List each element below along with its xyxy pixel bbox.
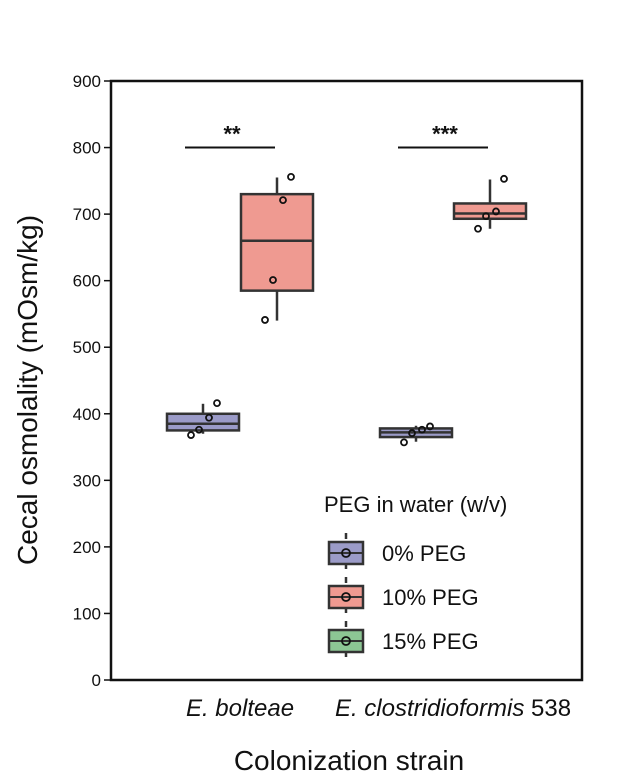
data-point bbox=[261, 316, 269, 324]
data-point bbox=[195, 425, 203, 434]
data-point bbox=[408, 429, 416, 437]
y-tick-label: 800 bbox=[73, 139, 101, 158]
boxes bbox=[165, 177, 528, 442]
legend-title: PEG in water (w/v) bbox=[324, 492, 507, 517]
data-point bbox=[269, 276, 277, 284]
box-0-peg-1 bbox=[165, 403, 241, 434]
legend-key-point bbox=[341, 548, 351, 558]
legend-entry: 15% PEG bbox=[327, 621, 479, 661]
y-tick-label: 900 bbox=[73, 72, 101, 91]
significance-label: ** bbox=[223, 122, 241, 147]
y-axis-ticks: 0 100 200 300 400 500 600 700 800 900 bbox=[73, 72, 111, 690]
box-body bbox=[239, 192, 315, 292]
data-point bbox=[500, 174, 508, 183]
data-point bbox=[400, 438, 408, 447]
box-0-peg-2 bbox=[378, 425, 454, 442]
legend: PEG in water (w/v) 0% PEG 10% PEG 15% PEG bbox=[324, 492, 507, 661]
plot-frame bbox=[109, 79, 584, 682]
y-tick-label: 100 bbox=[73, 604, 101, 623]
x-axis-title: Colonization strain bbox=[234, 745, 464, 776]
legend-label: 0% PEG bbox=[382, 541, 466, 566]
data-point bbox=[426, 422, 434, 431]
data-point bbox=[205, 413, 213, 422]
data-point bbox=[213, 399, 221, 408]
x-category-label: E. bolteae bbox=[186, 695, 294, 722]
y-tick-label: 300 bbox=[73, 471, 101, 490]
legend-entry: 0% PEG bbox=[327, 533, 466, 573]
data-point bbox=[474, 224, 482, 233]
y-tick-label: 200 bbox=[73, 538, 101, 557]
y-tick-label: 600 bbox=[73, 272, 101, 291]
y-tick-label: 700 bbox=[73, 205, 101, 224]
data-point bbox=[279, 196, 287, 205]
data-point bbox=[418, 425, 426, 434]
significance-label: *** bbox=[432, 122, 458, 147]
x-axis-category-labels: E. bolteae E. clostridioformis 538 bbox=[186, 695, 571, 722]
y-tick-label: 500 bbox=[73, 338, 101, 357]
box-10-peg-1 bbox=[239, 177, 315, 321]
data-points bbox=[187, 172, 508, 447]
legend-key-point bbox=[341, 636, 351, 646]
y-axis-title: Cecal osmolality (mOsm/kg) bbox=[12, 215, 43, 565]
legend-label: 15% PEG bbox=[382, 629, 479, 654]
legend-entry: 10% PEG bbox=[327, 577, 479, 617]
legend-key-point bbox=[341, 592, 351, 602]
box-body bbox=[452, 202, 528, 221]
legend-label: 10% PEG bbox=[382, 585, 479, 610]
y-tick-label: 0 bbox=[92, 671, 101, 690]
data-point bbox=[187, 431, 195, 439]
box-body bbox=[165, 412, 241, 432]
significance-annotations: ** *** bbox=[185, 122, 488, 149]
x-category-suffix: 538 bbox=[524, 695, 571, 722]
y-tick-label: 400 bbox=[73, 405, 101, 424]
x-category-label: E. clostridioformis 538 bbox=[335, 695, 571, 722]
box-10-peg-2 bbox=[452, 179, 528, 229]
data-point bbox=[482, 212, 490, 221]
data-point bbox=[492, 207, 500, 216]
data-point bbox=[287, 172, 295, 181]
